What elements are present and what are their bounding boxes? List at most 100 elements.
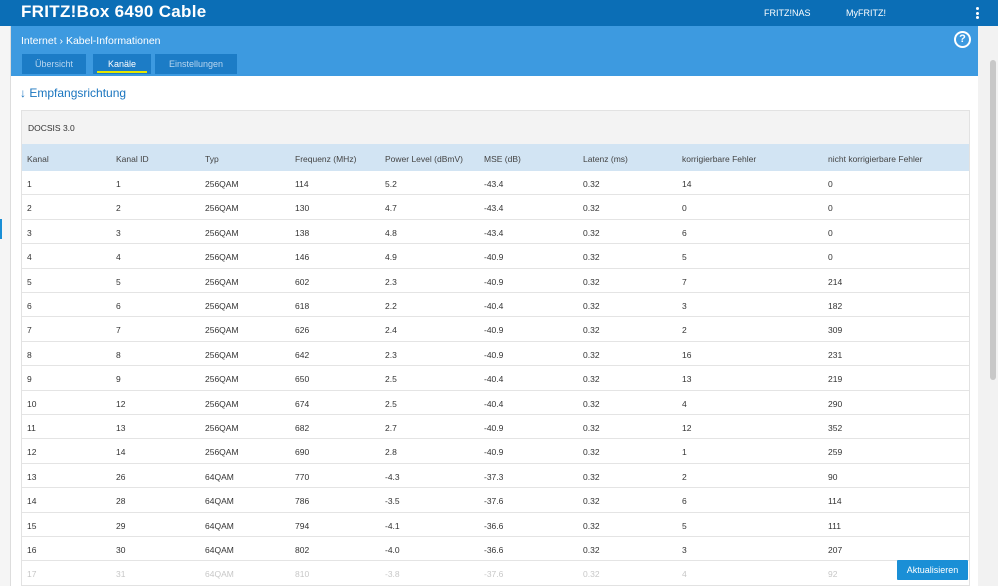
table-row: 2 2 256QAM 130 4.7 -43.4 0.32 0 0 xyxy=(22,195,969,220)
table-cell: 8 xyxy=(116,349,121,360)
table-cell: 1 xyxy=(27,179,32,189)
table-cell: 2 xyxy=(682,471,687,482)
header-korrigierbare-fehler: korrigierbare Fehler xyxy=(682,154,757,164)
table-row: 3 3 256QAM 138 4.8 -43.4 0.32 6 0 xyxy=(22,220,969,245)
table-cell: 0.32 xyxy=(583,227,600,238)
table-cell: 256QAM xyxy=(205,398,239,409)
table-cell: 3 xyxy=(682,545,687,555)
table-cell: 0.32 xyxy=(583,447,600,458)
table-cell: 0 xyxy=(828,179,833,189)
section-heading: ↓ Empfangsrichtung xyxy=(20,86,126,100)
table-cell: -4.0 xyxy=(385,545,400,555)
table-cell: 0 xyxy=(828,203,833,214)
table-cell: 8 xyxy=(27,349,32,360)
table-row: 12 14 256QAM 690 2.8 -40.9 0.32 1 259 xyxy=(22,439,969,464)
table-row: 7 7 256QAM 626 2.4 -40.9 0.32 2 309 xyxy=(22,317,969,342)
table-cell: -37.6 xyxy=(484,496,504,507)
table-row: 9 9 256QAM 650 2.5 -40.4 0.32 13 219 xyxy=(22,366,969,391)
table-header-row: Kanal Kanal ID Typ Frequenz (MHz) Power … xyxy=(22,144,969,171)
table-cell: -4.1 xyxy=(385,520,400,531)
table-cell: 16 xyxy=(682,349,692,360)
table-cell: 2.7 xyxy=(385,423,397,433)
table-cell: 2 xyxy=(27,203,32,214)
table-cell: 14 xyxy=(27,496,37,507)
refresh-button[interactable]: Aktualisieren xyxy=(897,560,968,580)
table-cell: 770 xyxy=(295,471,310,482)
table-cell: 10 xyxy=(27,398,37,409)
table-cell: 2 xyxy=(116,203,121,214)
table-cell: 674 xyxy=(295,398,310,409)
table-cell: 2.8 xyxy=(385,447,397,458)
fritz-nas-link[interactable]: FRITZ!NAS xyxy=(764,8,811,18)
table-cell: 0.32 xyxy=(583,496,600,507)
table-cell: 29 xyxy=(116,520,126,531)
tab-kanaele[interactable]: Kanäle xyxy=(93,54,151,74)
table-cell: 682 xyxy=(295,423,310,433)
table-cell: 0.32 xyxy=(583,349,600,360)
table-cell: 0.32 xyxy=(583,398,600,409)
table-cell: 111 xyxy=(828,520,841,531)
table-cell: 64QAM xyxy=(205,496,234,507)
table-cell: 2.3 xyxy=(385,349,397,360)
table-row: 17 31 64QAM 810 -3.8 -37.6 0.32 4 92 xyxy=(22,561,969,585)
table-cell: 7 xyxy=(116,325,121,336)
table-cell: 138 xyxy=(295,227,310,238)
table-cell: 0 xyxy=(828,227,833,238)
table-cell: 0.32 xyxy=(583,252,600,263)
table-cell: 12 xyxy=(116,398,126,409)
table-cell: 0.32 xyxy=(583,545,600,555)
tab-einstellungen[interactable]: Einstellungen xyxy=(155,54,237,74)
table-row: 14 28 64QAM 786 -3.5 -37.6 0.32 6 114 xyxy=(22,488,969,513)
table-cell: 146 xyxy=(295,252,310,263)
header-nicht-korrigierbare-fehler: nicht korrigierbare Fehler xyxy=(828,154,923,164)
tab-uebersicht[interactable]: Übersicht xyxy=(22,54,86,74)
table-cell: 0.32 xyxy=(583,569,600,580)
table-cell: 28 xyxy=(116,496,126,507)
table-cell: 9 xyxy=(27,374,32,385)
channel-table: DOCSIS 3.0 Kanal Kanal ID Typ Frequenz (… xyxy=(21,110,970,586)
table-cell: 92 xyxy=(828,569,838,580)
table-cell: 0.32 xyxy=(583,179,600,189)
table-cell: 256QAM xyxy=(205,374,239,385)
section-title: Empfangsrichtung xyxy=(29,86,127,100)
table-cell: 0.32 xyxy=(583,374,600,385)
table-cell: 256QAM xyxy=(205,349,239,360)
table-cell: 0 xyxy=(828,252,833,263)
breadcrumb-parent[interactable]: Internet xyxy=(21,35,57,47)
table-cell: 13 xyxy=(27,471,37,482)
table-cell: 1 xyxy=(682,447,687,458)
table-cell: 2.5 xyxy=(385,374,397,385)
table-cell: 0.32 xyxy=(583,471,600,482)
table-cell: 259 xyxy=(828,447,843,458)
header-kanal: Kanal xyxy=(27,154,49,164)
table-cell: 6 xyxy=(116,301,121,311)
panel-header: Internet › Kabel-Informationen ? Übersic… xyxy=(11,26,978,76)
table-cell: 7 xyxy=(27,325,32,336)
table-cell: 4.9 xyxy=(385,252,397,263)
table-cell: 802 xyxy=(295,545,310,555)
table-cell: -37.6 xyxy=(484,569,504,580)
scrollbar-thumb[interactable] xyxy=(990,60,996,380)
top-bar: FRITZ!Box 6490 Cable FRITZ!NAS MyFRITZ! xyxy=(0,0,998,26)
myfritz-link[interactable]: MyFRITZ! xyxy=(846,8,886,18)
table-cell: 90 xyxy=(828,471,838,482)
table-row: 5 5 256QAM 602 2.3 -40.9 0.32 7 214 xyxy=(22,269,969,293)
table-cell: 290 xyxy=(828,398,843,409)
table-cell: 650 xyxy=(295,374,310,385)
table-cell: -40.9 xyxy=(484,252,504,263)
table-cell: 810 xyxy=(295,569,310,580)
table-cell: 14 xyxy=(682,179,692,189)
table-cell: 130 xyxy=(295,203,310,214)
help-icon[interactable]: ? xyxy=(954,31,971,48)
table-cell: 16 xyxy=(27,545,37,555)
table-cell: -40.4 xyxy=(484,374,504,385)
table-cell: 0.32 xyxy=(583,423,600,433)
table-cell: 256QAM xyxy=(205,423,239,433)
kebab-menu-icon[interactable] xyxy=(970,7,984,21)
table-cell: 17 xyxy=(27,569,37,580)
table-cell: 642 xyxy=(295,349,310,360)
table-cell: -36.6 xyxy=(484,520,504,531)
table-cell: 231 xyxy=(828,349,843,360)
table-cell: 0.32 xyxy=(583,520,600,531)
table-row: 10 12 256QAM 674 2.5 -40.4 0.32 4 290 xyxy=(22,391,969,415)
